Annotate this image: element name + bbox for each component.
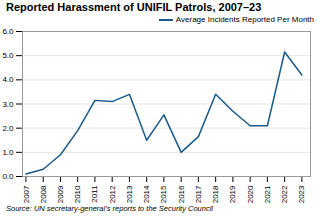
html-text:Source: UN secretary-general’s: Source: UN secretary-general’s reports t… bbox=[6, 204, 213, 213]
svg-text:2022: 2022 bbox=[280, 185, 289, 203]
svg-text:2013: 2013 bbox=[125, 185, 134, 203]
svg-text:2023: 2023 bbox=[297, 185, 306, 203]
svg-text:2014: 2014 bbox=[142, 185, 151, 203]
svg-text:2021: 2021 bbox=[263, 185, 272, 203]
svg-text:6.0: 6.0 bbox=[2, 27, 14, 36]
svg-text:2015: 2015 bbox=[159, 185, 168, 203]
html-text:Reported Harassment of UNIFIL: Reported Harassment of UNIFIL Patrols, 2… bbox=[6, 1, 262, 13]
svg-text:2007: 2007 bbox=[22, 185, 31, 203]
svg-text:2017: 2017 bbox=[194, 185, 203, 203]
svg-text:2018: 2018 bbox=[211, 185, 220, 203]
svg-text:2008: 2008 bbox=[39, 185, 48, 203]
svg-text:0.0: 0.0 bbox=[2, 172, 14, 181]
svg-text:3.0: 3.0 bbox=[2, 100, 14, 109]
svg-text:4.0: 4.0 bbox=[2, 75, 14, 84]
svg-text:2016: 2016 bbox=[177, 185, 186, 203]
svg-text:2010: 2010 bbox=[73, 185, 82, 203]
svg-text:1.0: 1.0 bbox=[2, 148, 14, 157]
svg-text:2.0: 2.0 bbox=[2, 124, 14, 133]
svg-text:2012: 2012 bbox=[108, 185, 117, 203]
svg-text:2011: 2011 bbox=[90, 185, 99, 203]
svg-text:2009: 2009 bbox=[56, 185, 65, 203]
svg-text:2020: 2020 bbox=[246, 185, 255, 203]
svg-text:5.0: 5.0 bbox=[2, 51, 14, 60]
html-text:Average Incidents Reported Per: Average Incidents Reported Per Month bbox=[175, 15, 314, 24]
svg-text:2019: 2019 bbox=[228, 185, 237, 203]
